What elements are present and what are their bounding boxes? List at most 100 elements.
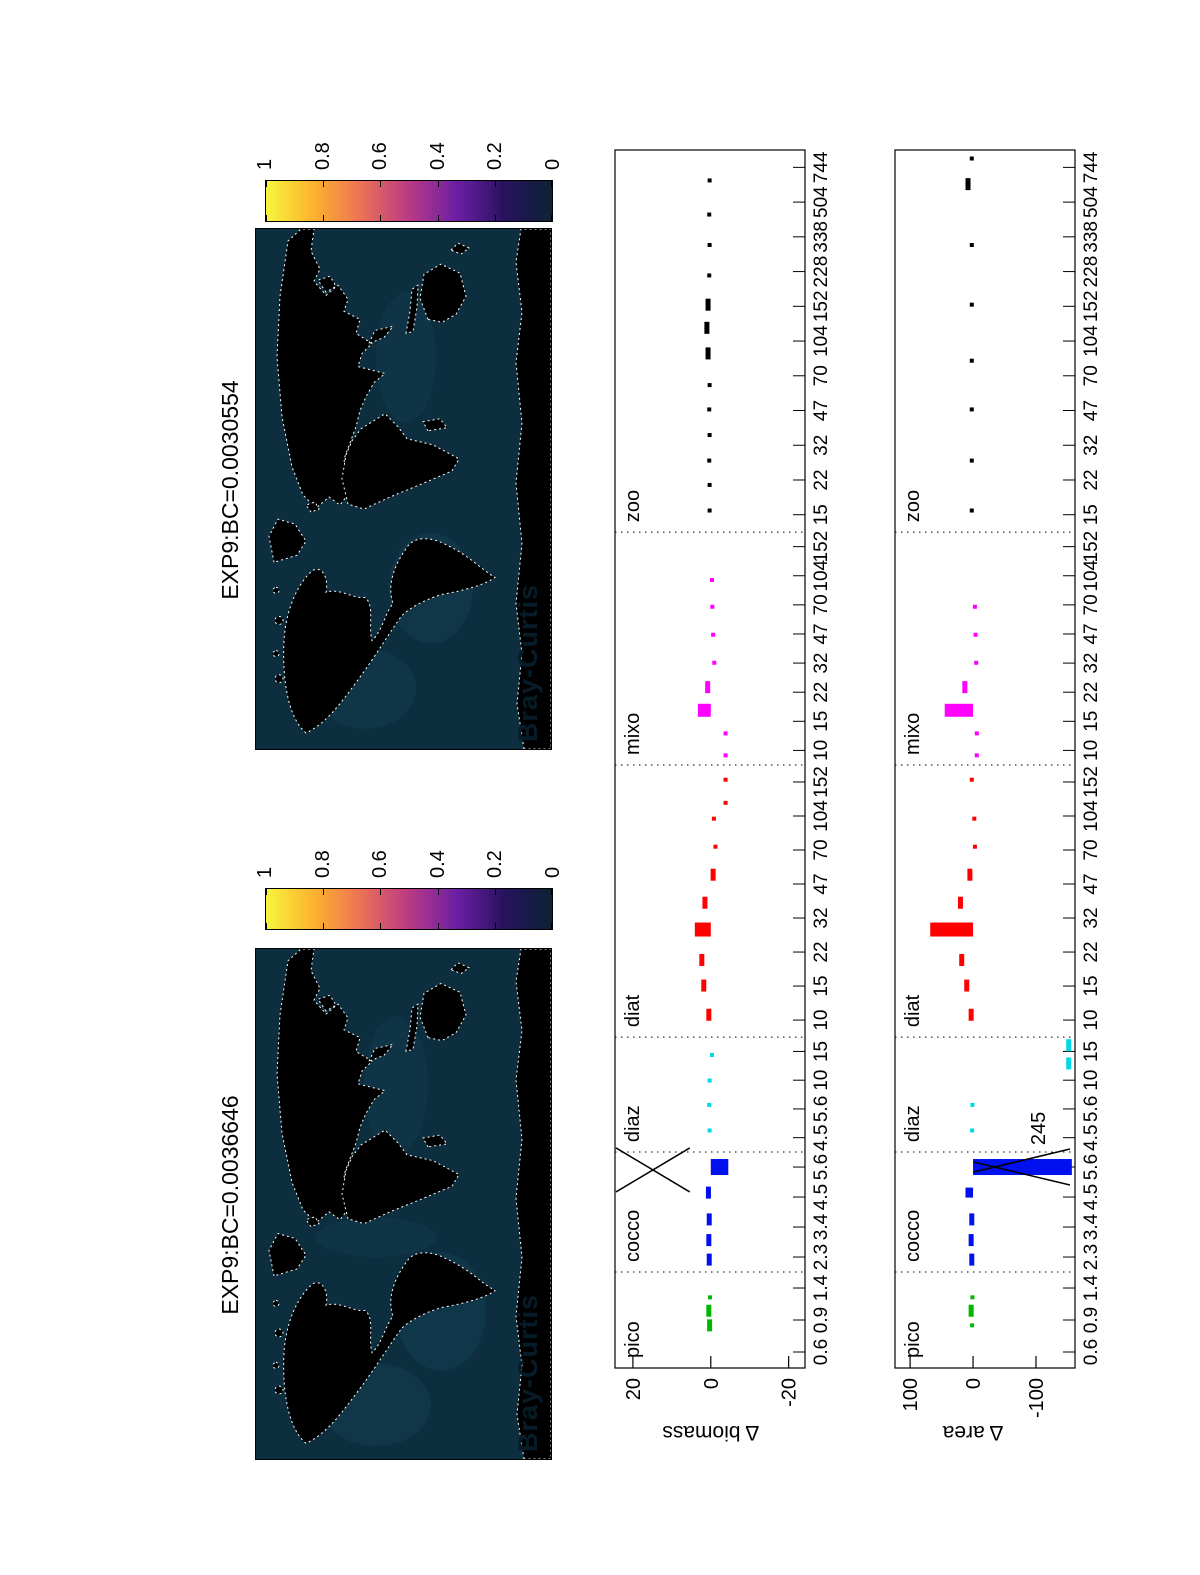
x-tick-label: 5.6 (811, 1154, 832, 1180)
magenta-bar (944, 703, 974, 717)
black-bar-dot (707, 383, 712, 388)
category-label: diaz (902, 1105, 924, 1142)
colorbar-tick-mark (551, 215, 552, 222)
magenta-bar-dot (974, 753, 979, 758)
black-bar-dot (969, 302, 974, 307)
red-bar-dash (706, 1008, 712, 1021)
ocean-variation-patch (316, 1217, 436, 1258)
colorbar-tick-mark (322, 215, 324, 222)
cyan-bar-dash (1066, 1039, 1072, 1052)
colorbar-tick-label: 0.6 (369, 850, 392, 878)
x-tick-label: 4.5 (1081, 1184, 1102, 1210)
magenta-bar-dot (723, 731, 728, 736)
y-tick-label: -100 (1026, 1378, 1048, 1418)
colorbar-tick-label: 0.8 (311, 850, 334, 878)
x-tick-label: 4.5 (811, 1184, 832, 1210)
x-tick-label: 32 (811, 435, 832, 456)
x-tick-label: 152 (811, 290, 832, 322)
black-bar-dot (707, 482, 712, 487)
x-tick-label: 5.6 (811, 1096, 832, 1122)
cyan-bar-dash (1066, 1057, 1072, 1070)
x-tick-label: 744 (811, 151, 832, 183)
x-tick-label: 4.5 (1081, 1124, 1102, 1150)
bray-curtis-map-left (255, 948, 552, 1460)
black-bar-dot (969, 156, 974, 161)
magenta-bar-dot (710, 604, 715, 609)
x-tick-label: 15 (811, 1041, 832, 1062)
x-tick-label: 228 (1081, 256, 1102, 288)
green-bar-dot (970, 1295, 975, 1300)
x-tick-label: 32 (811, 907, 832, 928)
cyan-bar-dot (707, 1102, 712, 1107)
colorbar-tick-mark (322, 923, 324, 930)
x-tick-label: 152 (1081, 290, 1102, 322)
x-tick-label: 2.3 (1081, 1244, 1102, 1270)
black-bar-dot (969, 508, 974, 513)
colorbar-tick-mark (437, 215, 439, 222)
x-tick-label: 10 (1081, 1009, 1102, 1030)
x-tick-label: 104 (1081, 559, 1102, 591)
x-tick-label: 104 (811, 559, 832, 591)
ocean-variation-patch (376, 292, 436, 423)
x-tick-label: 104 (1081, 325, 1102, 357)
x-tick-label: 22 (811, 682, 832, 703)
x-tick-label: 47 (1081, 873, 1102, 894)
x-tick-label: 47 (811, 623, 832, 644)
green-bar-dash (707, 1319, 713, 1332)
blue-bar-dash (968, 1234, 974, 1247)
x-tick-label: 22 (811, 941, 832, 962)
black-bar-dot (707, 433, 712, 438)
cyan-bar-dot (707, 1078, 712, 1083)
magenta-bar-dot (723, 753, 728, 758)
x-tick-label: 2.3 (811, 1244, 832, 1270)
x-tick-label: 1.4 (811, 1274, 832, 1301)
colorbar-labels: 1 0.8 0.6 0.4 0.2 0 (254, 142, 564, 222)
red-bar-dash (701, 979, 707, 992)
y-tick-label: -20 (779, 1378, 801, 1407)
magenta-bar-dot (712, 660, 717, 665)
category-label: diat (622, 994, 644, 1027)
x-tick-label: 15 (811, 711, 832, 732)
colorbar-tick-mark (495, 215, 497, 222)
red-bar-dash (710, 868, 716, 881)
category-label: cocco (622, 1210, 644, 1262)
colorbar-tick-label: 0.4 (426, 850, 449, 878)
black-bar-dot (969, 243, 974, 248)
clip-bowtie-line (973, 1148, 1071, 1173)
black-bar-dot (707, 212, 712, 217)
category-label: mixo (622, 713, 644, 755)
colorbar-tick-mark (380, 180, 382, 187)
black-bar-dash (705, 298, 711, 311)
colorbar-tick-label: 1 (254, 866, 276, 878)
colorbar-tick-mark (437, 923, 439, 930)
colorbar-tick-label: 0.4 (426, 142, 449, 170)
map-panel-right: EXP9:BC=0.0030554 Bray-Curtis (217, 228, 552, 750)
category-label: mixo (902, 713, 924, 755)
cyan-bar-dot (709, 1052, 714, 1057)
x-tick-label: 0.9 (811, 1307, 832, 1333)
x-tick-label: 15 (1081, 1041, 1102, 1062)
black-bar-dash (704, 321, 710, 334)
colorbar-tick-mark (380, 888, 382, 895)
x-tick-label: 15 (1081, 504, 1102, 525)
category-label: pico (902, 1321, 924, 1358)
y-tick-label: 100 (900, 1378, 922, 1411)
colorbar-tick-mark (380, 215, 382, 222)
map-panel-left: EXP9:BC=0.0036646 Bray-Curtis (217, 948, 552, 1460)
x-tick-label: 152 (811, 531, 832, 563)
magenta-bar-dot (709, 577, 714, 582)
colorbar-tick-mark (322, 180, 324, 187)
x-tick-label: 10 (811, 1070, 832, 1091)
blue-bar-dash (706, 1234, 712, 1247)
x-tick-label: 504 (1081, 186, 1102, 218)
colorbar-tick-label: 0.2 (484, 142, 507, 170)
category-label: diaz (622, 1105, 644, 1142)
x-tick-label: 104 (811, 325, 832, 357)
category-label: pico (622, 1321, 644, 1358)
colorbar-tick-mark (551, 888, 552, 895)
plot-box (894, 149, 1076, 1369)
x-tick-label: 22 (1081, 941, 1102, 962)
